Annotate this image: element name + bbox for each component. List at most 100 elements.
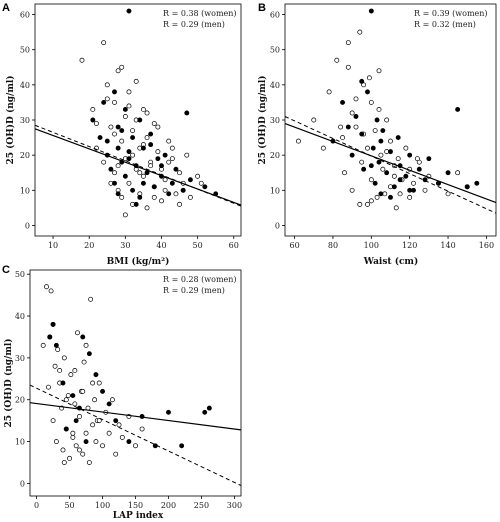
panel-a-point-men-4: [108, 166, 114, 172]
panel-a-x-tick-label-5: 60: [229, 241, 239, 250]
panel-c-point-women-14: [65, 393, 71, 399]
panel-c-point-men-9: [83, 439, 89, 445]
panel-c-annotation-men: R = 0.29 (men): [163, 286, 225, 295]
panel-c-point-women-46: [63, 397, 69, 403]
panel-a-point-women-10: [115, 68, 121, 74]
panel-b-annotation-women: R = 0.39 (women): [414, 9, 488, 18]
panel-b-point-women-29: [403, 145, 409, 151]
panel-a-point-women-4: [101, 40, 107, 46]
panel-b-point-women-53: [393, 205, 399, 211]
panel-a-point-women-50: [155, 124, 161, 130]
panel-a-point-women-13: [122, 114, 128, 119]
panel-b-points: [295, 8, 480, 211]
panel-a-point-men-15: [130, 187, 136, 193]
panel-a-point-women-20: [133, 78, 139, 84]
panel-a-point-men-37: [126, 156, 132, 162]
panel-c-point-men-11: [93, 372, 99, 378]
panel-a-point-men-39: [148, 142, 154, 148]
panel-c-point-women-4: [48, 288, 54, 294]
panel-b-point-men-15: [384, 170, 390, 176]
panel-b-point-women-10: [353, 124, 359, 130]
panel-c: C 0 50 100 150 200 250 300 0 10 20 30 40 50 R = 0.2…: [2, 264, 242, 521]
panel-a: A 10 20 30 40 50 60 0 10 20 30 40 50 60 R = 0.38 (w…: [2, 2, 242, 267]
panel-b-x-tick-label-1: 80: [328, 241, 338, 250]
panel-a-y-tick-label-4: 40: [20, 81, 30, 90]
panel-a-annotation-women: R = 0.38 (women): [163, 9, 237, 18]
panel-a-point-men-5: [112, 180, 117, 186]
panel-b-point-women-3: [326, 89, 332, 95]
panel-a-point-women-45: [119, 64, 125, 70]
panel-a-fit-lines: [34, 124, 242, 207]
panel-c-point-women-36: [106, 430, 112, 436]
panel-c-y-tick-label-5: 50: [15, 270, 25, 279]
panel-a-point-men-29: [173, 166, 179, 172]
panel-a-point-women-56: [122, 212, 128, 218]
panel-a-point-women-0: [79, 57, 85, 63]
panel-c-fit-line-women: [29, 384, 242, 486]
panel-a-point-women-16: [126, 89, 132, 95]
panel-a-point-women-30: [155, 149, 161, 155]
panel-a-point-men-28: [166, 191, 172, 197]
panel-a-point-women-37: [177, 170, 183, 176]
panel-a-point-women-43: [104, 96, 110, 102]
panel-b-point-women-17: [368, 177, 374, 183]
panel-b-point-women-47: [407, 194, 413, 200]
panel-b-point-men-1: [340, 99, 345, 105]
panel-c-point-women-25: [83, 430, 89, 436]
panel-c-point-women-48: [77, 447, 82, 453]
panel-b-point-men-25: [426, 156, 432, 162]
panel-b-point-men-28: [455, 107, 461, 112]
panel-b-point-women-1: [311, 117, 317, 123]
panel-a-x-ticks: 10 20 30 40 50 60: [48, 236, 239, 250]
panel-a-point-women-52: [169, 145, 175, 151]
panel-b-point-women-50: [357, 201, 363, 207]
panel-b-annotation-men: R = 0.32 (men): [414, 20, 476, 29]
panel-b-point-women-18: [372, 128, 378, 133]
panel-a-point-men-41: [169, 180, 175, 186]
panel-b-point-men-2: [345, 124, 351, 130]
panel-a-x-tick-label-3: 40: [156, 241, 166, 250]
panel-a-point-men-2: [101, 99, 107, 105]
panel-a-point-women-41: [195, 173, 201, 179]
panel-b-point-men-10: [372, 180, 378, 186]
panel-a-y-tick-label-3: 30: [20, 116, 30, 125]
panel-a-point-men-14: [126, 149, 132, 155]
panel-b-point-men-31: [359, 78, 365, 84]
panel-a-point-men-6: [112, 89, 117, 95]
panel-c-point-women-11: [60, 447, 66, 453]
panel-b-point-women-15: [365, 201, 370, 207]
panel-b-point-women-6: [342, 170, 347, 176]
panel-b-point-men-32: [368, 163, 374, 169]
panel-a-x-tick-label-0: 10: [48, 241, 58, 250]
panel-b-point-men-7: [365, 89, 370, 95]
panel-c-point-women-51: [96, 418, 102, 424]
panel-b-point-women-21: [378, 152, 384, 158]
panel-b-point-men-9: [370, 145, 376, 151]
panel-b-point-women-4: [334, 57, 340, 63]
panel-a-point-women-11: [119, 138, 125, 144]
panel-c-point-women-47: [70, 430, 76, 436]
panel-a-point-men-18: [133, 201, 139, 207]
panel-a-point-men-32: [187, 177, 193, 183]
panel-c-point-men-8: [80, 334, 86, 340]
panel-c-y-tick-label-0: 0: [20, 479, 25, 488]
panel-c-x-tick-label-5: 250: [194, 501, 209, 510]
panel-a-point-women-58: [137, 170, 143, 176]
panel-b-point-men-6: [361, 166, 367, 172]
panel-c-fit-line-men: [29, 402, 242, 431]
panel-a-point-women-5: [104, 82, 110, 88]
panel-c-point-men-0: [47, 334, 53, 340]
panel-b-x-tick-label-2: 100: [364, 241, 379, 250]
panel-b-point-women-33: [422, 187, 428, 193]
panel-b-x-tick-label-0: 60: [289, 241, 299, 250]
panel-b-point-women-0: [295, 138, 301, 144]
panel-b-point-men-11: [374, 117, 380, 123]
panel-c-point-women-49: [83, 342, 89, 348]
panel-b-y-tick-label-2: 20: [270, 151, 280, 160]
panel-b-point-men-29: [464, 184, 470, 190]
panel-c-point-women-19: [73, 443, 79, 449]
panel-c-x-tick-label-4: 200: [161, 501, 176, 510]
panel-b-y-tick-label-1: 10: [270, 186, 280, 195]
panel-b-frame: [284, 3, 497, 237]
panel-b-point-men-35: [397, 177, 403, 183]
